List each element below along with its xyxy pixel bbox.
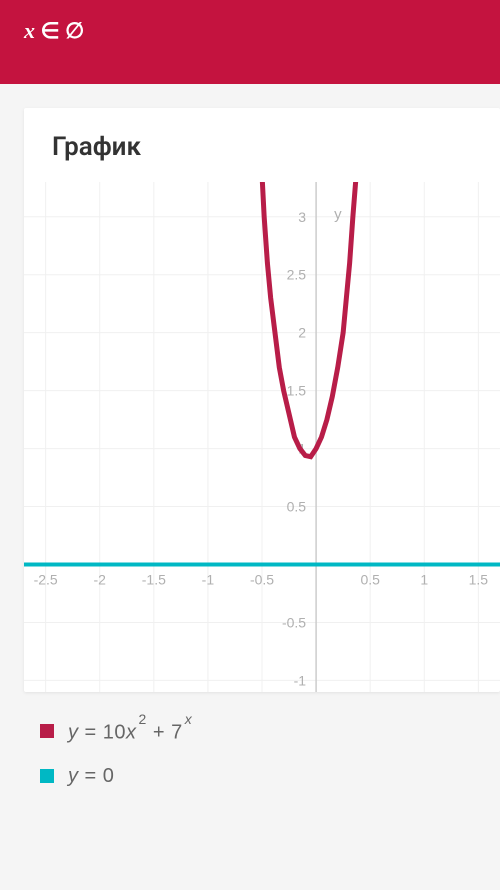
svg-text:y: y	[334, 206, 342, 223]
svg-text:0.5: 0.5	[287, 499, 307, 515]
svg-text:1: 1	[420, 572, 428, 588]
result-expression: x ∈ ∅	[24, 19, 84, 44]
svg-text:1.5: 1.5	[469, 572, 489, 588]
svg-text:2: 2	[298, 325, 306, 341]
card-title: График	[24, 108, 500, 182]
svg-text:-1.5: -1.5	[142, 572, 166, 588]
legend-label: y = 10x2 + 7x	[68, 718, 192, 745]
svg-text:-1: -1	[202, 572, 215, 588]
svg-text:-2.5: -2.5	[34, 572, 58, 588]
svg-text:-0.5: -0.5	[282, 614, 306, 630]
chart-svg: -2.5-2-1.5-1-0.50.511.5-1-0.50.511.522.5…	[24, 182, 500, 692]
legend-label: y = 0	[68, 765, 114, 788]
svg-text:2.5: 2.5	[287, 267, 307, 283]
legend-item[interactable]: y = 0	[32, 755, 492, 798]
svg-text:-0.5: -0.5	[250, 572, 274, 588]
svg-text:-2: -2	[94, 572, 107, 588]
legend: y = 10x2 + 7x y = 0	[24, 692, 500, 806]
content: График -2.5 -2 -1.5 -1 -0.5 0.5 1 1.5 -1 -0.5 0.5 1…	[0, 84, 500, 806]
svg-text:1.5: 1.5	[287, 383, 307, 399]
svg-text:0.5: 0.5	[360, 572, 380, 588]
chart-area[interactable]: -2.5-2-1.5-1-0.50.511.5-1-0.50.511.522.5…	[24, 182, 500, 692]
graph-card: График -2.5 -2 -1.5 -1 -0.5 0.5 1 1.5 -1 -0.5 0.5 1…	[24, 108, 500, 692]
result-banner: x ∈ ∅	[0, 0, 500, 84]
svg-text:3: 3	[298, 209, 306, 225]
svg-text:-1: -1	[294, 672, 307, 688]
legend-swatch-red	[40, 724, 54, 738]
legend-swatch-teal	[40, 769, 54, 783]
legend-item[interactable]: y = 10x2 + 7x	[32, 708, 492, 755]
